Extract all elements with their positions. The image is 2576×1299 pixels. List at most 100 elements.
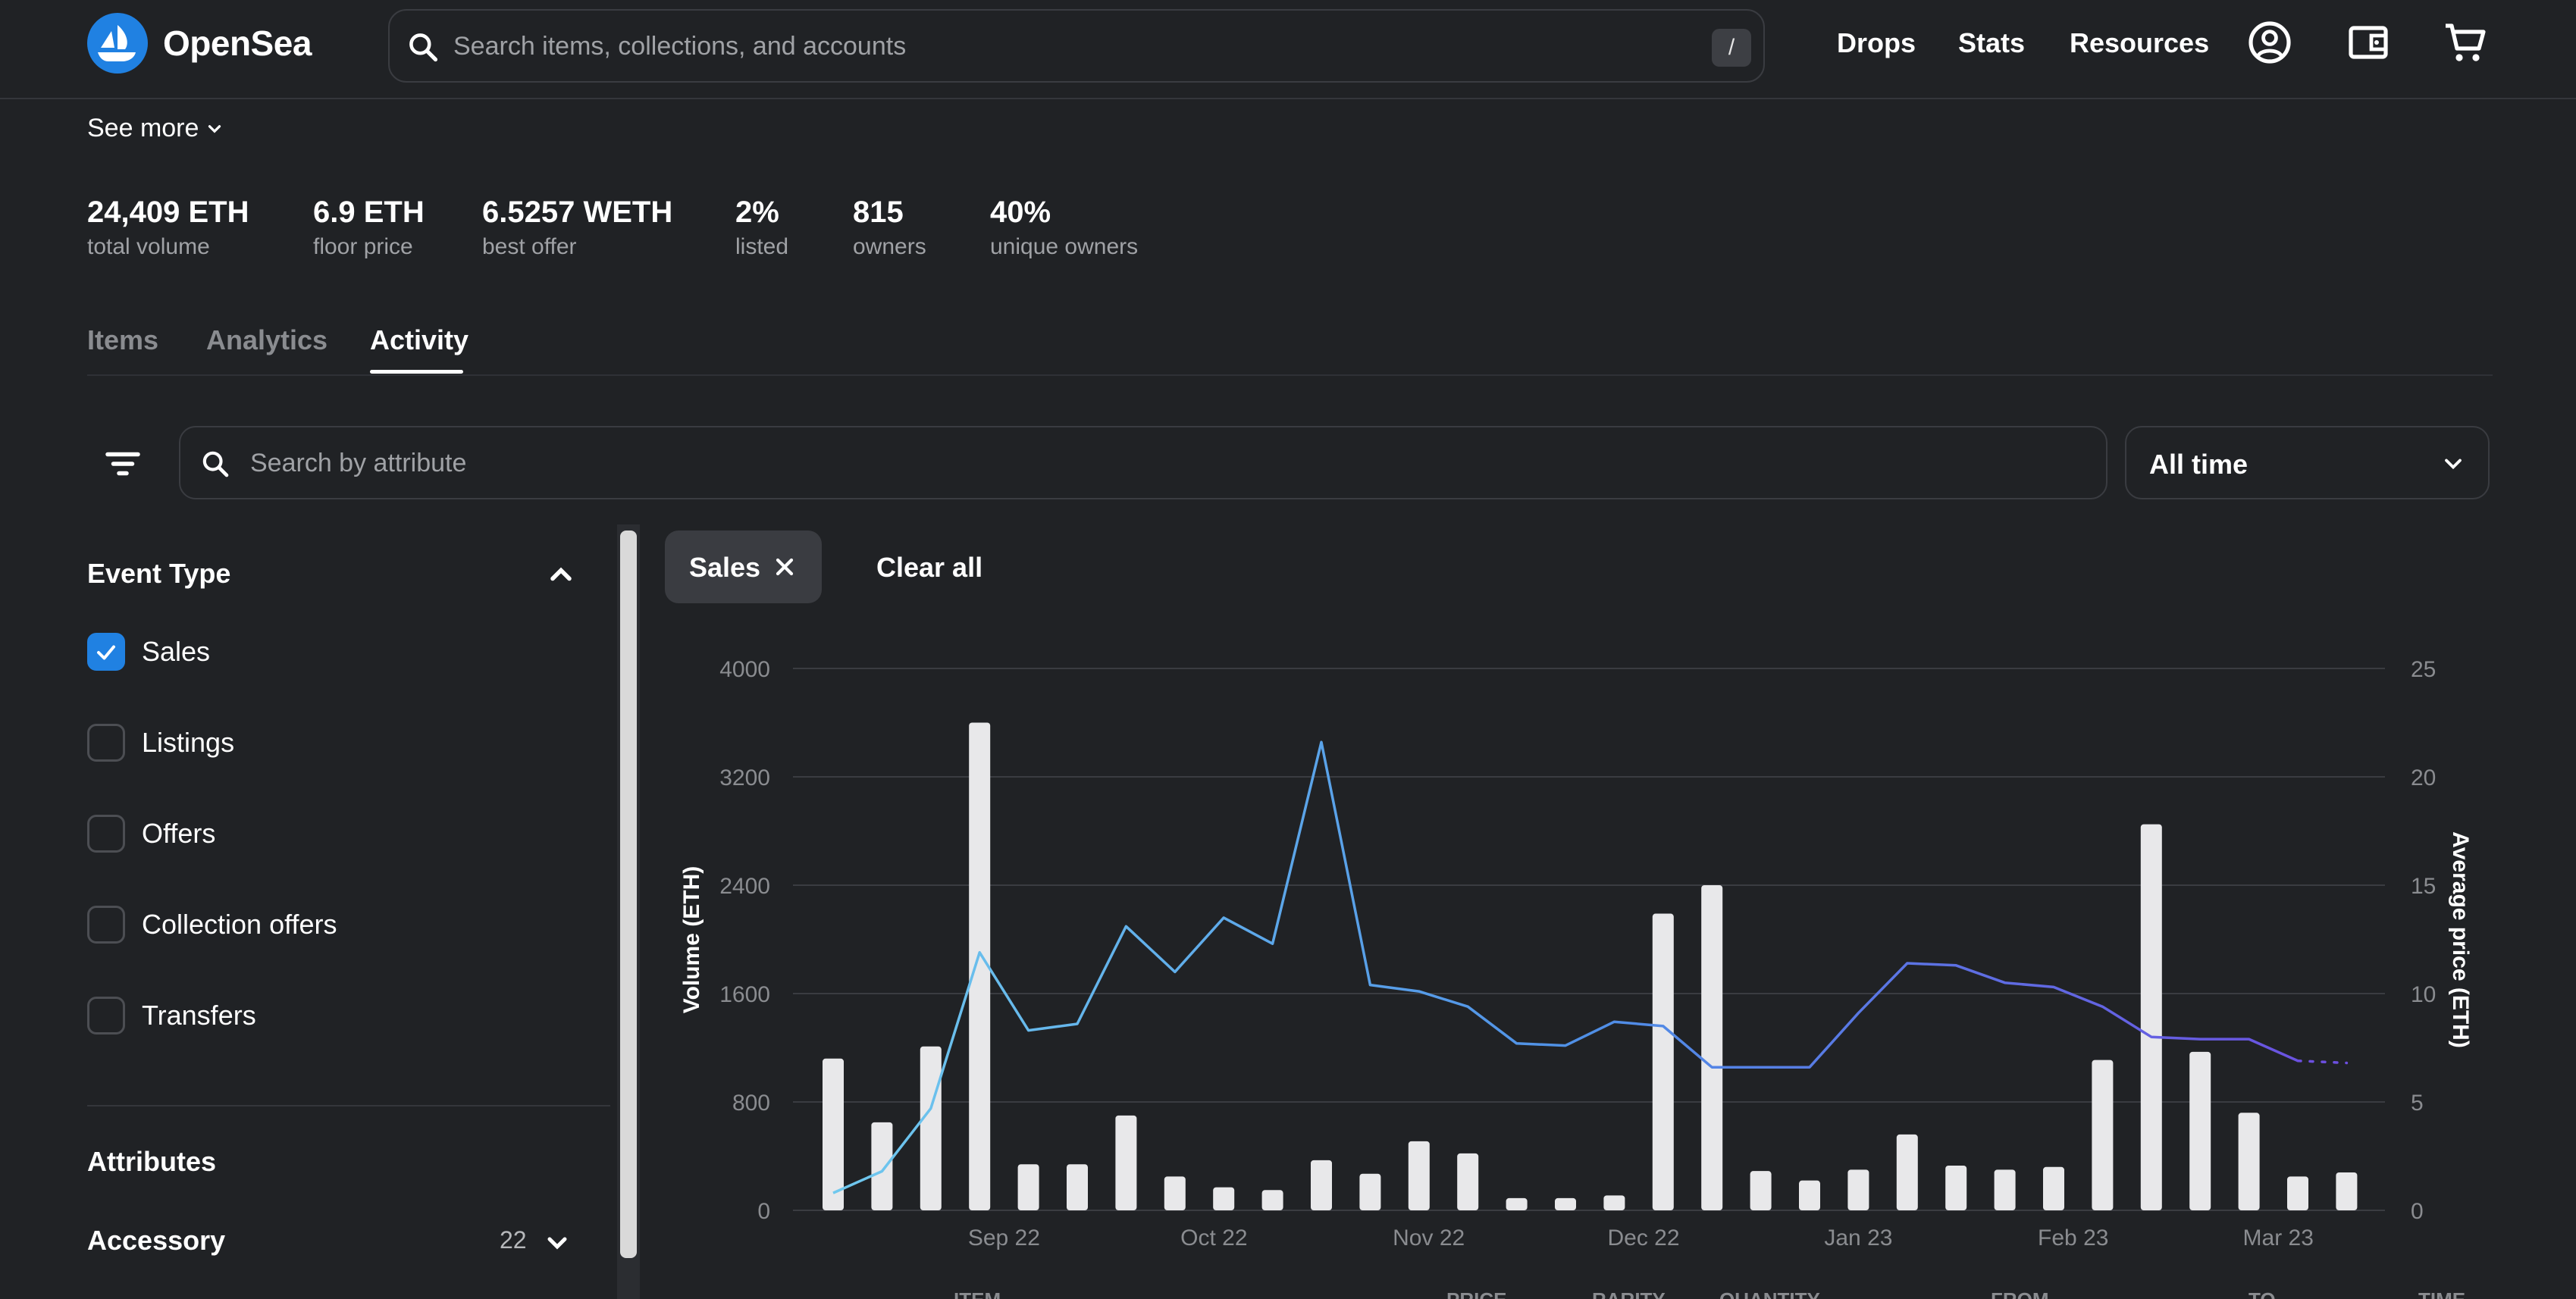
volume-bar: [2043, 1166, 2064, 1210]
volume-bar: [969, 722, 991, 1210]
see-more-toggle[interactable]: See more: [87, 114, 224, 143]
y-tick-label: 800: [732, 1091, 770, 1116]
volume-bar: [1115, 1115, 1137, 1210]
x-tick-label: Dec 22: [1608, 1225, 1680, 1250]
check-icon: [97, 645, 115, 660]
volume-bar: [1896, 1134, 1918, 1210]
volume-bar: [2287, 1176, 2308, 1210]
chevron-up-icon[interactable]: [544, 558, 578, 591]
global-search-input[interactable]: [453, 24, 1666, 68]
column-header-rarity: RARITY: [1592, 1288, 1666, 1299]
stat-best-offer: 6.5257 WETH best offer: [482, 196, 672, 260]
column-header-quantity: QUANTITY: [1719, 1288, 1820, 1299]
volume-bar: [1847, 1169, 1869, 1210]
volume-bar: [1750, 1171, 1772, 1210]
tab-items[interactable]: Items: [87, 324, 159, 355]
volume-bar: [1555, 1197, 1576, 1210]
volume-bar: [1945, 1166, 1967, 1210]
stat-value: 2%: [735, 196, 779, 229]
y2-tick-label: 10: [2411, 982, 2436, 1007]
volume-bar: [1261, 1190, 1283, 1210]
volume-bar: [1506, 1197, 1528, 1210]
attribute-search-input[interactable]: [250, 441, 1994, 485]
y2-axis-title: Average price (ETH): [2448, 831, 2473, 1048]
column-header-item: ITEM: [954, 1288, 1001, 1299]
close-icon[interactable]: [771, 553, 798, 581]
nav-resources[interactable]: Resources: [2070, 27, 2210, 58]
time-range-value: All time: [2149, 449, 2249, 480]
filter-chip-sales[interactable]: Sales: [665, 531, 822, 603]
y2-tick-label: 15: [2411, 874, 2436, 899]
clear-all-button[interactable]: Clear all: [876, 552, 983, 583]
nav-drops[interactable]: Drops: [1837, 27, 1916, 58]
event-type-offers[interactable]: Offers: [87, 815, 215, 853]
checkbox-label: Listings: [142, 727, 235, 758]
column-header-time: TIME: [2418, 1288, 2465, 1299]
tab-analytics[interactable]: Analytics: [206, 324, 328, 355]
brand-logo[interactable]: OpenSea: [87, 13, 312, 74]
avg-price-projection-line: [2296, 1059, 2349, 1065]
y-tick-label: 0: [757, 1199, 770, 1224]
stat-label: floor price: [313, 234, 413, 259]
sales-checkbox[interactable]: [87, 633, 125, 671]
x-tick-label: Feb 23: [2038, 1225, 2108, 1250]
stat-label: total volume: [87, 234, 210, 259]
global-search[interactable]: /: [388, 9, 1765, 83]
sidebar-scrollbar-thumb[interactable]: [620, 531, 637, 1258]
volume-bar: [1311, 1160, 1332, 1210]
y-tick-label: 2400: [719, 874, 770, 899]
brand-name: OpenSea: [163, 23, 312, 63]
stat-value: 6.9 ETH: [313, 196, 425, 229]
volume-bar: [920, 1046, 942, 1210]
tab-activity[interactable]: Activity: [370, 324, 469, 355]
column-header-price: PRICE: [1446, 1288, 1506, 1299]
stat-owners: 815 owners: [853, 196, 926, 260]
volume-bar: [1164, 1176, 1186, 1210]
y2-tick-label: 0: [2411, 1199, 2424, 1224]
attribute-label: Accessory: [87, 1225, 226, 1256]
collection-offers-checkbox[interactable]: [87, 906, 125, 944]
volume-bar: [823, 1058, 844, 1210]
transfers-checkbox[interactable]: [87, 997, 125, 1035]
attribute-search[interactable]: [179, 426, 2107, 499]
cart-icon[interactable]: [2441, 18, 2490, 67]
wallet-icon[interactable]: [2344, 18, 2393, 67]
volume-bar: [2092, 1060, 2114, 1210]
stat-total-volume: 24,409 ETH total volume: [87, 196, 249, 260]
y-tick-label: 3200: [719, 765, 770, 790]
account-icon[interactable]: [2245, 18, 2294, 67]
volume-bar: [1017, 1164, 1039, 1210]
stat-value: 6.5257 WETH: [482, 196, 673, 229]
stat-label: best offer: [482, 234, 577, 259]
search-icon: [202, 451, 229, 477]
chip-label: Sales: [689, 552, 761, 583]
offers-checkbox[interactable]: [87, 815, 125, 853]
stat-value: 24,409 ETH: [87, 196, 249, 229]
filter-icon[interactable]: [100, 441, 146, 487]
opensea-logo-icon: [87, 13, 148, 74]
attribute-accessory[interactable]: Accessory 22: [87, 1225, 576, 1263]
nav-stats[interactable]: Stats: [1958, 27, 2026, 58]
search-icon: [409, 33, 438, 62]
attributes-heading: Attributes: [87, 1146, 216, 1177]
x-tick-label: Jan 23: [1824, 1225, 1892, 1250]
listings-checkbox[interactable]: [87, 724, 125, 762]
stat-label: owners: [853, 234, 926, 259]
event-type-collection-offers[interactable]: Collection offers: [87, 906, 337, 944]
event-type-transfers[interactable]: Transfers: [87, 997, 256, 1035]
event-type-listings[interactable]: Listings: [87, 724, 234, 762]
time-range-select[interactable]: All time: [2125, 426, 2490, 499]
volume-bar: [2336, 1172, 2358, 1210]
volume-bar: [1408, 1141, 1430, 1210]
checkbox-label: Transfers: [142, 1000, 256, 1031]
y-axis-title: Volume (ETH): [679, 866, 704, 1013]
event-type-sales[interactable]: Sales: [87, 633, 210, 671]
volume-bar: [871, 1122, 893, 1210]
volume-bar: [1359, 1173, 1381, 1210]
y-tick-label: 4000: [719, 657, 770, 682]
x-tick-label: Mar 23: [2243, 1225, 2314, 1250]
stat-listed: 2% listed: [735, 196, 788, 260]
checkbox-label: Collection offers: [142, 909, 337, 940]
event-type-heading: Event Type: [87, 558, 231, 589]
